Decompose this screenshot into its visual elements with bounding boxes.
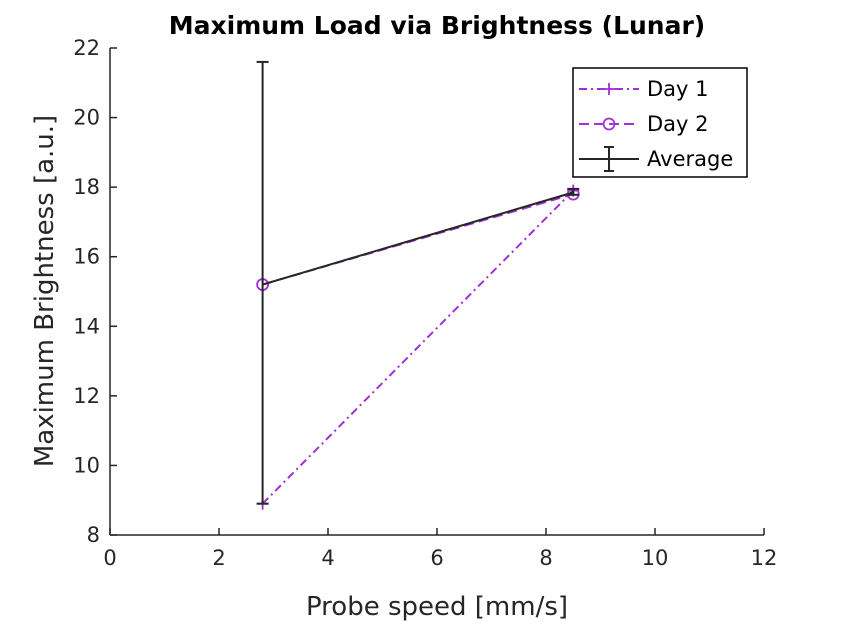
x-tick-label: 6	[430, 546, 443, 570]
y-tick-label: 8	[87, 523, 100, 547]
y-tick-label: 20	[73, 106, 100, 130]
y-tick-label: 16	[73, 245, 100, 269]
y-tick-label: 18	[73, 175, 100, 199]
legend-label: Average	[647, 147, 733, 171]
legend: Day 1 Day 2 Average	[572, 67, 748, 178]
x-axis-label: Probe speed [mm/s]	[306, 592, 568, 622]
y-tick-label: 22	[73, 36, 100, 60]
x-tick-label: 0	[103, 546, 116, 570]
legend-label: Day 1	[647, 77, 709, 101]
chart-title: Maximum Load via Brightness (Lunar)	[169, 11, 705, 40]
axes: 0 2 4 6 8 10 12 8 10 12 14 16 18 20 22	[73, 36, 777, 570]
x-tick-label: 8	[539, 546, 552, 570]
circle-marker	[602, 117, 616, 131]
series-line	[261, 189, 574, 505]
x-tick-label: 12	[751, 546, 778, 570]
series-line	[262, 191, 574, 286]
x-tick-label: 4	[321, 546, 334, 570]
legend-label: Day 2	[647, 112, 709, 136]
series-average	[256, 60, 580, 505]
x-tick-label: 2	[212, 546, 225, 570]
y-tick-label: 12	[73, 384, 100, 408]
y-tick-label: 14	[73, 314, 100, 338]
y-tick-label: 10	[73, 453, 100, 477]
x-tick-label: 10	[642, 546, 669, 570]
plot-series	[256, 60, 580, 510]
y-axis-label: Maximum Brightness [a.u.]	[30, 115, 60, 467]
